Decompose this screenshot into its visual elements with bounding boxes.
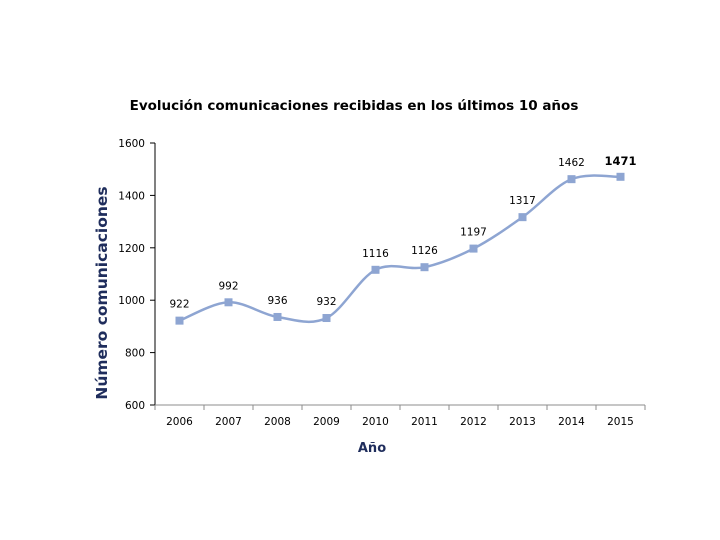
data-point-marker	[518, 213, 527, 222]
y-tick-label: 1000	[118, 295, 145, 307]
data-point-marker	[469, 244, 478, 253]
y-axis: 600 800 1000 1200 1400 1600	[118, 138, 156, 412]
x-tick-label: 2007	[215, 416, 242, 428]
data-label: 1197	[460, 227, 487, 239]
x-axis: 2006 2007 2008 2009 2010 2011 2012 2013 2014 2015	[154, 404, 646, 428]
series-layer	[175, 172, 625, 325]
data-point-marker	[322, 314, 331, 323]
series-line	[178, 174, 622, 324]
data-point-marker	[616, 172, 625, 181]
data-label: 1317	[509, 195, 536, 207]
y-tick-label: 1600	[118, 138, 145, 150]
y-tick-label: 1200	[118, 243, 145, 255]
data-label: 936	[267, 295, 287, 307]
data-point-marker	[371, 265, 380, 274]
x-tick-label: 2009	[313, 416, 340, 428]
data-labels: 922 992 936 932 1116 1126 1197 1317 1462 1471	[169, 154, 636, 311]
data-point-marker	[567, 175, 576, 184]
y-axis-title: Número comunicaciones	[93, 186, 111, 399]
x-tick-label: 2015	[607, 416, 634, 428]
data-label: 1126	[411, 245, 438, 257]
x-tick-label: 2011	[411, 416, 438, 428]
data-label: 1116	[362, 248, 389, 260]
x-tick-label: 2008	[264, 416, 291, 428]
data-label: 1471	[604, 154, 636, 168]
data-label: 1462	[558, 157, 585, 169]
y-tick-label: 1400	[118, 190, 145, 202]
data-label: 992	[218, 280, 238, 292]
data-label: 922	[169, 299, 189, 311]
data-point-marker	[224, 298, 233, 307]
x-tick-label: 2010	[362, 416, 389, 428]
x-tick-label: 2014	[558, 416, 585, 428]
y-tick-label: 600	[125, 400, 145, 412]
x-tick-label: 2006	[166, 416, 193, 428]
data-point-marker	[273, 312, 282, 321]
y-tick-label: 800	[125, 348, 145, 360]
chart-title: Evolución comunicaciones recibidas en lo…	[130, 98, 579, 114]
data-point-marker	[420, 263, 429, 272]
data-point-marker	[175, 316, 184, 325]
data-label: 932	[316, 296, 336, 308]
x-tick-label: 2012	[460, 416, 487, 428]
x-tick-label: 2013	[509, 416, 536, 428]
x-axis-title: Año	[358, 441, 386, 456]
